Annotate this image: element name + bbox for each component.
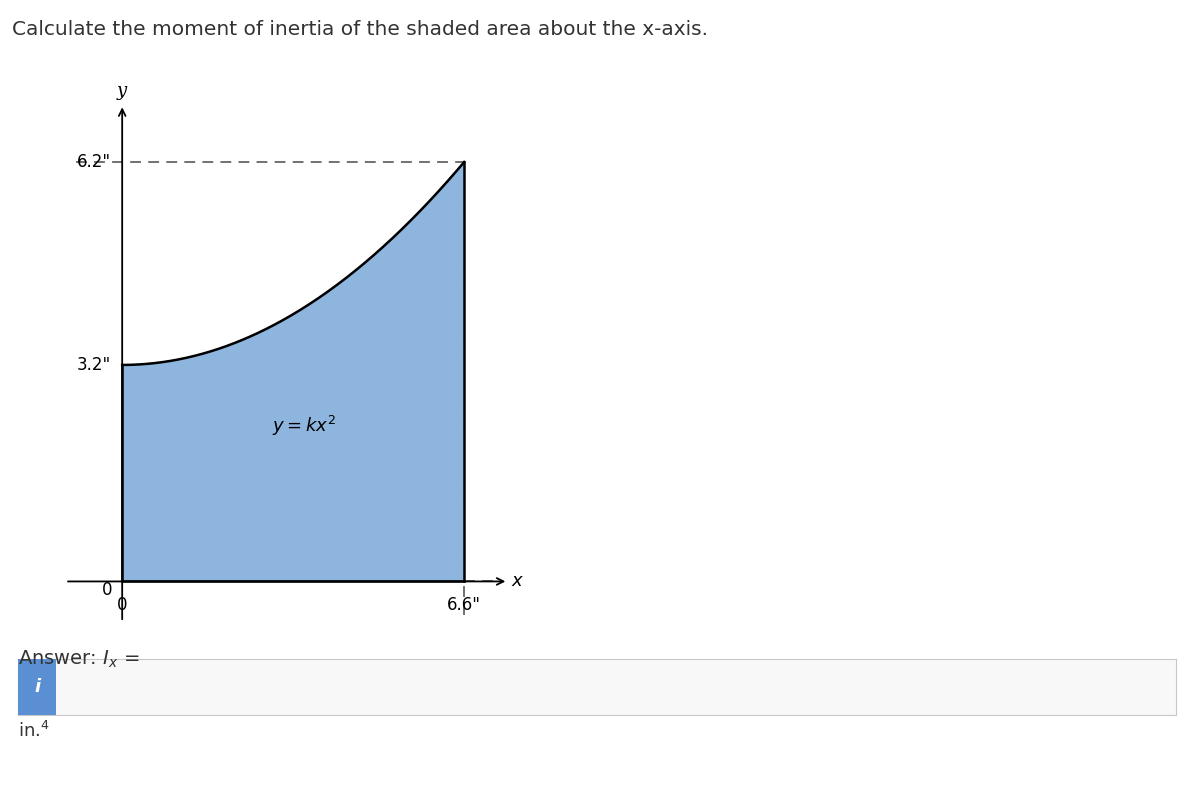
Text: y: y — [118, 82, 127, 100]
Text: in.$^4$: in.$^4$ — [18, 721, 49, 741]
Polygon shape — [122, 162, 464, 582]
Text: 6.2": 6.2" — [77, 153, 110, 171]
Bar — [18, 659, 56, 715]
Text: 6.6": 6.6" — [448, 597, 481, 615]
Text: $y = kx^2$: $y = kx^2$ — [271, 413, 336, 438]
Text: Calculate the moment of inertia of the shaded area about the x-axis.: Calculate the moment of inertia of the s… — [12, 20, 708, 39]
Text: 0: 0 — [116, 597, 127, 615]
Text: Answer: $I_x$ =: Answer: $I_x$ = — [18, 648, 139, 670]
Text: i: i — [34, 678, 40, 696]
Text: 3.2": 3.2" — [77, 356, 110, 374]
Text: x: x — [512, 572, 522, 590]
Text: 0: 0 — [102, 582, 113, 600]
